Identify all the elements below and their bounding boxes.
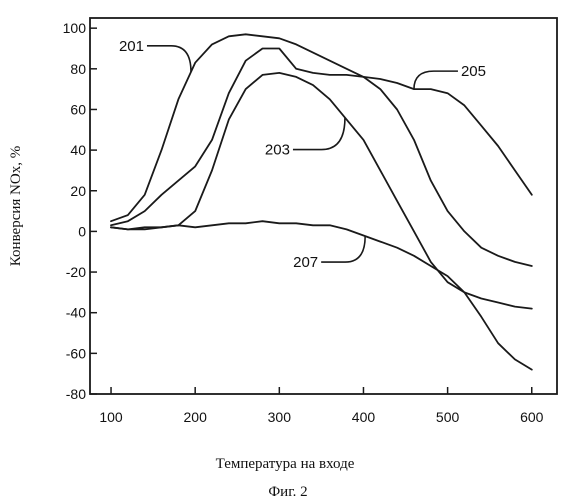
y-axis-title: Конверсия NOx, %: [8, 146, 24, 266]
x-tick-label: 500: [436, 409, 460, 425]
x-tick-label: 400: [352, 409, 376, 425]
series-label-201: 201: [119, 38, 144, 55]
series-leader-205: [414, 71, 458, 89]
y-tick-label: 100: [63, 20, 87, 36]
y-tick-label: -80: [66, 386, 86, 402]
y-tick-label: -40: [66, 305, 86, 321]
series-label-205: 205: [461, 63, 486, 80]
y-tick-label: 20: [70, 183, 86, 199]
series-label-203: 203: [265, 142, 290, 159]
x-tick-label: 300: [268, 409, 292, 425]
y-axis-ticks: 100 80 60 40 20 0 -20 -40 -60 -80: [63, 20, 97, 402]
figure-caption: Фиг. 2: [268, 484, 307, 500]
series-layer: [111, 34, 532, 369]
y-tick-label: -20: [66, 264, 86, 280]
y-tick-label: 0: [78, 223, 86, 239]
y-tick-label: 80: [70, 61, 86, 77]
series-leader-203: [293, 118, 345, 150]
series-line-207: [111, 221, 532, 369]
x-tick-label: 100: [99, 409, 123, 425]
x-axis-ticks: 100 200 300 400 500 600: [99, 387, 543, 425]
annotation-layer: 201 203 205 207: [119, 38, 486, 271]
x-axis-title: Температура на входе: [216, 456, 355, 472]
series-leader-207: [321, 236, 365, 262]
y-tick-label: 60: [70, 101, 86, 117]
series-leader-201: [147, 46, 191, 72]
x-tick-label: 200: [184, 409, 208, 425]
y-tick-label: 40: [70, 142, 86, 158]
y-tick-label: -60: [66, 345, 86, 361]
x-tick-label: 600: [520, 409, 544, 425]
series-line-203: [111, 73, 532, 309]
series-label-207: 207: [293, 254, 318, 271]
